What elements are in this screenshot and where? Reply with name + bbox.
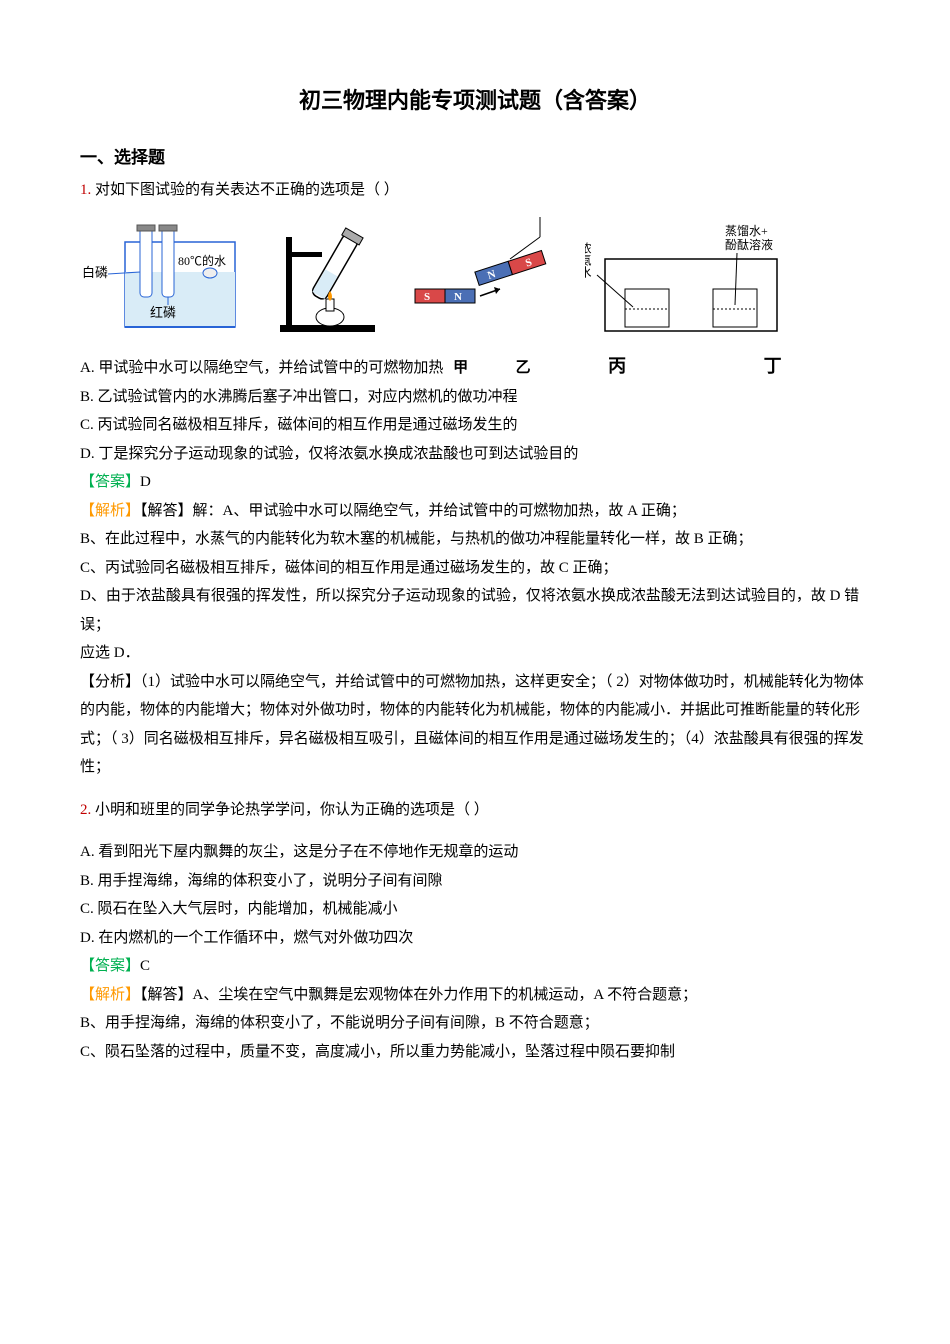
section-heading: 一、选择题 — [80, 142, 870, 174]
diagram-label-ding: 丁 — [764, 349, 782, 383]
q2-optC: C. 陨石在坠入大气层时，内能增加，机械能减小 — [80, 895, 870, 924]
q1-answer-line: 【答案】D — [80, 468, 870, 497]
q1-optB: B. 乙试验试管内的水沸腾后塞子冲出管口，对应内燃机的做功冲程 — [80, 383, 870, 412]
q2-answer-line: 【答案】C — [80, 952, 870, 981]
q1-optD: D. 丁是探究分子运动现象的试验，仅将浓氨水换成浓盐酸也可到达试验目的 — [80, 440, 870, 469]
q1-optC: C. 丙试验同名磁极相互排斥，磁体间的相互作用是通过磁场发生的 — [80, 411, 870, 440]
ding-right-label2: 酚酞溶液 — [725, 237, 773, 252]
diagram-jia-svg: 80℃的水 白磷 红磷 — [80, 217, 260, 337]
diagram-ding-svg: 浓氨水 蒸馏水+ 酚酞溶液 — [585, 217, 785, 337]
q1-fenxi: 【分析】（1）试验中水可以隔绝空气，并给试管中的可燃物加热，这样更安全；（ 2）… — [80, 668, 870, 782]
q2-optB: B. 用手捏海绵，海绵的体积变小了，说明分子间有间隙 — [80, 867, 870, 896]
q1-number: 1. — [80, 182, 91, 198]
answer-label-2: 【答案】 — [80, 958, 140, 974]
diagram-bing-svg: N S S N — [410, 217, 575, 337]
q1-stem: 对如下图试验的有关表达不正确的选项是（ ） — [91, 182, 399, 198]
q1-optA-line: A. 甲试验中水可以隔绝空气，并给试管中的可燃物加热 甲 乙 丙 丁 — [80, 349, 870, 383]
bing-n: N — [454, 291, 462, 303]
diagram-label-bing: 丙 — [608, 349, 626, 383]
answer-label: 【答案】 — [80, 474, 140, 490]
q2-number: 2. — [80, 802, 91, 818]
q2-answer: C — [140, 958, 150, 974]
bing-s: S — [424, 291, 430, 303]
q1-analysis4: D、由于浓盐酸具有很强的挥发性，所以探究分子运动现象的试验，仅将浓氨水换成浓盐酸… — [80, 582, 870, 639]
q1-answer: D — [140, 474, 151, 490]
label-hongphos: 红磷 — [150, 305, 176, 320]
q2-stem: 小明和班里的同学争论热学学问，你认为正确的选项是（ ） — [91, 802, 489, 818]
diagram-yi — [270, 217, 400, 337]
diagram-label-jia: 甲 — [453, 354, 468, 383]
q2-analysis2: B、用手捏海绵，海绵的体积变小了，不能说明分子间有间隙，B 不符合题意； — [80, 1009, 870, 1038]
diagram-ding: 浓氨水 蒸馏水+ 酚酞溶液 — [585, 217, 785, 337]
page-title: 初三物理内能专项测试题（含答案） — [80, 80, 870, 122]
ding-right-label1: 蒸馏水+ — [725, 224, 768, 238]
q1-stem-line: 1. 对如下图试验的有关表达不正确的选项是（ ） — [80, 176, 870, 205]
analysis-label-2: 【解析】 — [80, 987, 140, 1003]
ding-left-label: 浓氨水 — [585, 241, 592, 277]
q1-analysis5: 应选 D． — [80, 639, 870, 668]
q1-analysis2: B、在此过程中，水蒸气的内能转化为软木塞的机械能，与热机的做功冲程能量转化一样，… — [80, 525, 870, 554]
analysis-label: 【解析】 — [80, 503, 140, 519]
diagram-bing: N S S N — [410, 217, 575, 337]
q2-optD: D. 在内燃机的一个工作循环中，燃气对外做功四次 — [80, 924, 870, 953]
label-baiphos: 白磷 — [82, 265, 108, 280]
q1-analysis1: 【解答】解：A、甲试验中水可以隔绝空气，并给试管中的可燃物加热，故 A 正确； — [140, 503, 686, 519]
q2-analysis-line1: 【解析】【解答】A、尘埃在空气中飘舞是宏观物体在外力作用下的机械运动，A 不符合… — [80, 981, 870, 1010]
q1-optA-text: 甲试验中水可以隔绝空气，并给试管中的可燃物加热 — [98, 360, 443, 376]
q1-analysis-line1: 【解析】【解答】解：A、甲试验中水可以隔绝空气，并给试管中的可燃物加热，故 A … — [80, 497, 870, 526]
diagram-row: 80℃的水 白磷 红磷 — [80, 217, 870, 337]
q2-analysis1: 【解答】A、尘埃在空气中飘舞是宏观物体在外力作用下的机械运动，A 不符合题意； — [140, 987, 697, 1003]
q2-analysis3: C、陨石坠落的过程中，质量不变，高度减小，所以重力势能减小，坠落过程中陨石要抑制 — [80, 1038, 870, 1067]
label-80c: 80℃的水 — [178, 253, 226, 268]
q2-optA: A. 看到阳光下屋内飘舞的灰尘，这是分子在不停地作无规章的运动 — [80, 838, 870, 867]
diagram-label-yi: 乙 — [516, 354, 531, 383]
q2-stem-line: 2. 小明和班里的同学争论热学学问，你认为正确的选项是（ ） — [80, 796, 870, 825]
diagram-yi-svg — [270, 217, 400, 337]
q1-analysis3: C、丙试验同名磁极相互排斥，磁体间的相互作用是通过磁场发生的，故 C 正确； — [80, 554, 870, 583]
diagram-jia: 80℃的水 白磷 红磷 — [80, 217, 260, 337]
